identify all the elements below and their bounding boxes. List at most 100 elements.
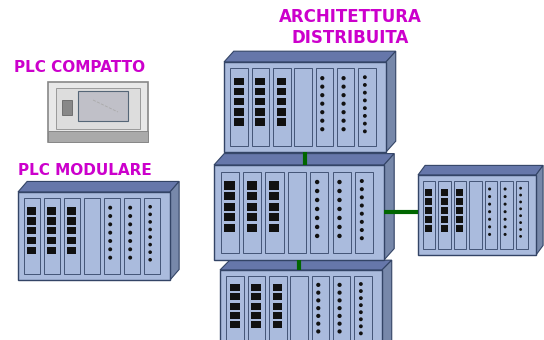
Bar [47, 237, 57, 244]
Bar [230, 293, 239, 301]
Bar [27, 207, 36, 215]
Bar [276, 98, 286, 105]
Circle shape [360, 204, 364, 207]
Text: PLC MODULARE: PLC MODULARE [18, 163, 152, 178]
Bar [355, 172, 373, 253]
Circle shape [488, 233, 491, 236]
Bar [234, 118, 244, 125]
Circle shape [359, 332, 363, 335]
Circle shape [519, 214, 522, 217]
Bar [354, 276, 372, 340]
Bar [425, 189, 432, 196]
Circle shape [342, 76, 345, 80]
Polygon shape [418, 165, 543, 175]
Bar [27, 217, 36, 225]
Bar [269, 224, 279, 232]
Bar [251, 321, 261, 328]
Bar [248, 276, 265, 340]
Circle shape [363, 75, 367, 79]
Circle shape [316, 283, 320, 287]
Bar [247, 192, 257, 200]
Bar [67, 246, 76, 254]
Bar [294, 68, 312, 146]
Bar [24, 198, 40, 274]
Bar [47, 207, 57, 215]
Circle shape [360, 236, 364, 240]
Bar [221, 172, 239, 253]
Bar [441, 198, 448, 205]
Bar [456, 225, 463, 232]
Circle shape [363, 106, 367, 110]
Bar [67, 237, 76, 244]
Bar [269, 203, 279, 211]
Circle shape [320, 85, 324, 89]
Circle shape [504, 203, 506, 206]
Circle shape [108, 239, 112, 243]
Bar [234, 78, 244, 85]
Text: PLC COMPATTO: PLC COMPATTO [15, 60, 146, 75]
Bar [225, 213, 234, 221]
Circle shape [360, 212, 364, 216]
Bar [456, 189, 463, 196]
Bar [220, 270, 382, 340]
Polygon shape [384, 154, 394, 260]
Bar [485, 181, 497, 250]
Circle shape [315, 225, 319, 229]
Circle shape [360, 220, 364, 224]
Circle shape [360, 187, 364, 191]
Circle shape [337, 314, 342, 318]
Circle shape [316, 314, 320, 318]
Bar [337, 68, 354, 146]
Bar [269, 192, 279, 200]
Bar [423, 181, 435, 250]
Circle shape [320, 93, 324, 97]
Circle shape [149, 228, 152, 231]
Circle shape [504, 233, 506, 236]
Circle shape [359, 289, 363, 293]
Bar [243, 172, 262, 253]
Bar [18, 192, 170, 280]
Circle shape [363, 99, 367, 102]
Bar [288, 172, 306, 253]
Polygon shape [18, 182, 179, 192]
Circle shape [315, 198, 319, 202]
Bar [27, 246, 36, 254]
Bar [224, 62, 386, 152]
Bar [104, 198, 120, 274]
Circle shape [149, 235, 152, 239]
Bar [231, 68, 248, 146]
Circle shape [316, 329, 320, 334]
Circle shape [128, 231, 132, 235]
Bar [230, 303, 239, 310]
Bar [225, 182, 234, 190]
Bar [276, 118, 286, 125]
Bar [124, 198, 140, 274]
Circle shape [363, 114, 367, 118]
Circle shape [504, 210, 506, 213]
Bar [252, 68, 269, 146]
Polygon shape [224, 51, 395, 62]
Circle shape [519, 228, 522, 231]
Bar [251, 303, 261, 310]
Bar [48, 131, 148, 142]
Circle shape [488, 225, 491, 228]
Circle shape [149, 220, 152, 224]
Bar [273, 303, 282, 310]
Bar [234, 98, 244, 105]
Circle shape [149, 212, 152, 216]
Circle shape [315, 207, 319, 211]
Bar [456, 207, 463, 214]
Circle shape [504, 187, 506, 190]
Circle shape [504, 225, 506, 228]
Bar [47, 246, 57, 254]
Circle shape [360, 228, 364, 232]
Bar [269, 182, 279, 190]
Bar [247, 182, 257, 190]
Circle shape [359, 310, 363, 314]
Circle shape [149, 250, 152, 254]
Bar [67, 227, 76, 235]
Bar [67, 217, 76, 225]
Circle shape [519, 235, 522, 238]
Bar [310, 172, 329, 253]
Bar [276, 108, 286, 116]
